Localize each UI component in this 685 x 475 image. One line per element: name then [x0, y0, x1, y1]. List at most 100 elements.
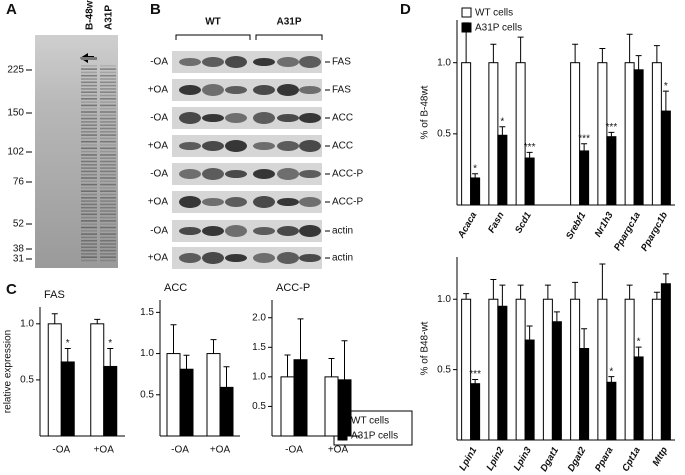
panel-letter: D: [400, 1, 411, 18]
blot-band: [277, 84, 299, 96]
gel-band: [81, 91, 97, 93]
gel-band: [100, 243, 116, 245]
blot-band: [202, 198, 224, 206]
gel-band: [100, 239, 116, 242]
x-tick-label: Acaca: [455, 210, 479, 241]
blot-band: [299, 254, 321, 262]
bar: [524, 157, 535, 206]
gel-band: [100, 173, 116, 176]
error-bar: [544, 284, 551, 300]
bar: [488, 298, 499, 441]
gel-band: [81, 84, 97, 87]
bar: [633, 69, 644, 206]
bar: [660, 110, 671, 206]
gel-band: [81, 144, 97, 146]
error-bar: [599, 47, 606, 63]
protein-label: FAS: [332, 85, 351, 96]
y-axis-label: % of B-48wt: [420, 85, 431, 139]
gel-band: [100, 167, 116, 169]
gel-band: [100, 216, 116, 219]
gel-band: [100, 131, 116, 133]
bar: [103, 365, 118, 437]
gel-band: [81, 121, 97, 123]
protein-label: ACC: [332, 113, 353, 124]
gel-band: [81, 223, 97, 225]
treatment-label: +OA: [148, 197, 169, 208]
treatment-label: -OA: [150, 113, 168, 124]
y-tick-label: 0.5: [20, 375, 34, 386]
legend-label: A31P cells: [475, 23, 522, 34]
y-tick-label: 1.0: [437, 294, 451, 305]
blot-band: [202, 168, 224, 180]
error-bar: [517, 36, 524, 63]
gel-band: [100, 154, 116, 156]
bar: [633, 356, 644, 441]
legend-swatch: [461, 22, 472, 33]
bar: [497, 305, 508, 441]
gel-band: [100, 206, 116, 209]
significance: ***: [469, 369, 481, 380]
lane-label: B-48wt: [85, 0, 96, 30]
x-tick-label: Lpin3: [512, 445, 535, 473]
error-bar: [608, 376, 615, 383]
error-bar: [499, 284, 506, 307]
error-bar: [170, 324, 177, 354]
gel-band: [81, 170, 97, 173]
blot-band: [299, 86, 321, 94]
gel-band: [81, 68, 97, 70]
bar: [470, 177, 481, 206]
gel-band: [100, 203, 116, 206]
blot-band: [179, 58, 201, 66]
gel-band: [100, 220, 116, 222]
bar: [651, 62, 662, 206]
blot-band: [277, 198, 299, 206]
x-tick-label: Dgat2: [566, 445, 589, 474]
gel-band: [81, 98, 97, 100]
gel-band: [81, 137, 97, 140]
gel-band: [81, 206, 97, 209]
gel-band: [100, 213, 116, 216]
blot-band: [179, 85, 201, 95]
gel-band: [81, 78, 97, 80]
blot-band: [253, 85, 275, 95]
legend-label: WT cells: [351, 416, 389, 427]
gel-band: [100, 210, 116, 212]
gel-band: [100, 197, 116, 199]
blot-band: [202, 57, 224, 67]
bar: [497, 134, 508, 206]
gel-band: [81, 197, 97, 199]
gel-band: [100, 157, 116, 159]
treatment-label: +OA: [148, 253, 169, 264]
blot-band: [225, 86, 247, 94]
x-tick-label: -OA: [171, 445, 189, 456]
gel-band: [81, 190, 97, 192]
lane-label: A31P: [104, 5, 115, 30]
protein-label: FAS: [332, 57, 351, 68]
gel-band: [100, 104, 116, 107]
blot-band: [202, 226, 224, 236]
gel-band: [81, 154, 97, 156]
gel-band: [100, 94, 116, 97]
gel-band: [100, 88, 116, 90]
gel-band: [100, 259, 116, 262]
gel: [35, 35, 118, 268]
gel-band: [100, 121, 116, 123]
gel-band: [81, 233, 97, 235]
bar: [624, 298, 635, 441]
gel-band: [81, 249, 97, 252]
x-tick-label: Cpt1a: [620, 445, 643, 473]
gel-band: [100, 147, 116, 150]
error-bar: [526, 151, 533, 159]
treatment-label: +OA: [148, 85, 169, 96]
error-bar: [183, 354, 190, 370]
gel-band: [100, 81, 116, 84]
legend-swatch: [461, 7, 472, 18]
blot-band: [277, 141, 299, 151]
protein-label: ACC: [332, 141, 353, 152]
blot-band: [277, 57, 299, 67]
gel-band: [100, 150, 116, 153]
gel-band: [100, 71, 116, 74]
gel-band: [81, 57, 97, 60]
gel-band: [100, 68, 116, 70]
